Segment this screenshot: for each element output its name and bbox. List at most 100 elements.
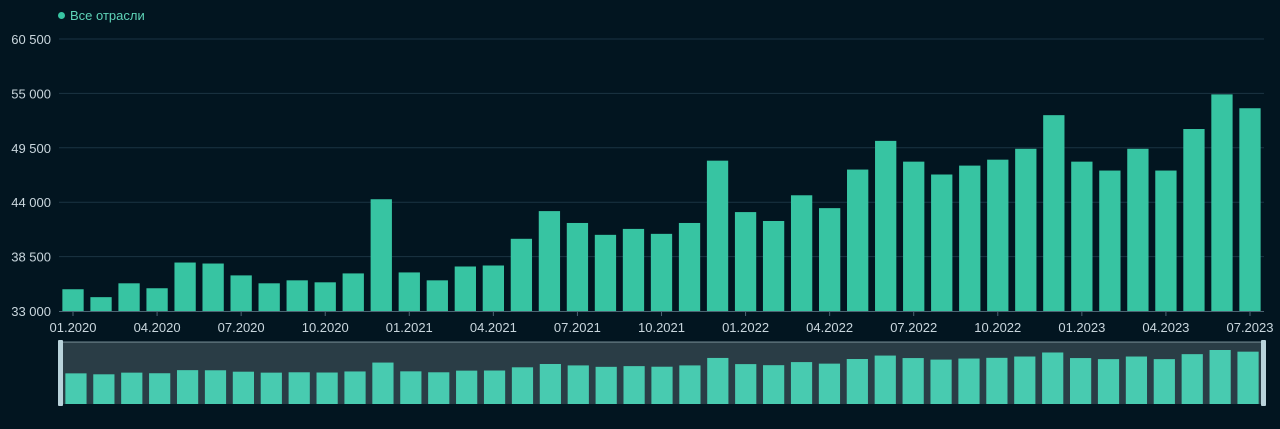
bar[interactable]	[931, 174, 953, 311]
navigator-bar	[456, 370, 478, 404]
x-tick-label: 01.2023	[1058, 320, 1105, 335]
bar[interactable]	[202, 263, 224, 311]
bar[interactable]	[62, 289, 84, 311]
bar[interactable]	[454, 266, 476, 311]
bar[interactable]	[762, 220, 785, 311]
navigator-bar	[316, 372, 338, 404]
bar[interactable]	[342, 273, 364, 311]
x-tick-label: 10.2021	[638, 320, 685, 335]
navigator-bar	[735, 364, 757, 404]
y-tick-label: 55 000	[11, 86, 51, 101]
bar[interactable]	[146, 288, 168, 311]
y-tick-label: 38 500	[11, 250, 51, 265]
x-tick-label: 04.2021	[470, 320, 517, 335]
navigator-bar	[567, 365, 589, 404]
bar[interactable]	[1099, 170, 1121, 311]
navigator-bar	[707, 357, 729, 404]
navigator-bar	[483, 370, 506, 404]
legend[interactable]: Все отрасли	[58, 8, 145, 23]
navigator-bar	[679, 365, 701, 404]
navigator-bar	[930, 359, 952, 404]
bar[interactable]	[987, 159, 1009, 311]
navigator-left-handle[interactable]	[58, 340, 63, 406]
bar[interactable]	[90, 297, 112, 311]
x-tick-label: 07.2022	[890, 320, 937, 335]
bar[interactable]	[118, 283, 140, 311]
navigator-bar	[121, 372, 143, 404]
bar[interactable]	[314, 282, 336, 311]
bar[interactable]	[1127, 148, 1149, 311]
navigator-bar	[93, 374, 115, 404]
bar[interactable]	[903, 161, 925, 311]
x-tick-label: 10.2022	[974, 320, 1021, 335]
navigator-bar	[428, 372, 450, 404]
navigator-bar	[539, 363, 561, 404]
bar[interactable]	[1155, 170, 1177, 311]
y-tick-label: 44 000	[11, 195, 51, 210]
bar[interactable]	[426, 280, 448, 311]
navigator-bar	[372, 362, 394, 404]
bar[interactable]	[482, 265, 505, 311]
navigator-bar	[65, 373, 87, 404]
x-tick-label: 04.2020	[134, 320, 181, 335]
navigator-bar	[902, 358, 924, 404]
bar[interactable]	[286, 280, 308, 311]
x-tick-label: 07.2020	[218, 320, 265, 335]
y-tick-label: 60 500	[11, 32, 51, 47]
navigator-bar	[958, 358, 980, 404]
legend-dot-icon	[58, 12, 65, 19]
bar[interactable]	[875, 140, 897, 311]
bar[interactable]	[1183, 129, 1205, 311]
navigator-bar	[595, 366, 617, 404]
bar[interactable]	[258, 283, 280, 311]
navigator-bar	[260, 372, 282, 404]
navigator-bar	[1237, 351, 1259, 404]
bar[interactable]	[1015, 148, 1037, 311]
bar[interactable]	[1211, 94, 1233, 311]
navigator-bar	[149, 373, 171, 404]
bar[interactable]	[1239, 108, 1261, 312]
bar[interactable]	[566, 222, 589, 311]
navigator-bar	[1070, 358, 1092, 404]
navigator-bar	[818, 363, 841, 404]
bar[interactable]	[818, 208, 841, 311]
navigator-bar	[846, 359, 868, 404]
navigator-bar	[204, 370, 227, 404]
bar[interactable]	[538, 211, 561, 311]
navigator-bar	[790, 362, 813, 404]
x-tick-label: 04.2022	[806, 320, 853, 335]
navigator-bar	[232, 371, 254, 404]
bar[interactable]	[594, 234, 617, 311]
x-tick-label: 01.2021	[386, 320, 433, 335]
bar[interactable]	[370, 199, 392, 311]
navigator-bar	[288, 372, 310, 404]
navigator-bar	[1209, 350, 1231, 404]
bar[interactable]	[622, 228, 645, 311]
bar[interactable]	[1043, 115, 1065, 311]
navigator-bar	[986, 357, 1008, 404]
navigator-bar	[1125, 356, 1148, 404]
bar[interactable]	[510, 238, 533, 311]
bar[interactable]	[230, 275, 252, 311]
bar[interactable]	[959, 165, 981, 311]
bar[interactable]	[706, 160, 729, 311]
y-tick-label: 49 500	[11, 141, 51, 156]
bar[interactable]	[678, 222, 701, 311]
bar[interactable]	[650, 233, 673, 311]
navigator-bar	[1042, 352, 1064, 404]
bar[interactable]	[174, 262, 196, 311]
bar[interactable]	[398, 272, 420, 311]
y-tick-label: 33 000	[11, 304, 51, 319]
bar[interactable]	[734, 212, 757, 311]
bar[interactable]	[790, 195, 813, 311]
navigator-bar	[1153, 359, 1175, 404]
navigator-bar	[874, 355, 896, 404]
navigator-bar	[400, 371, 422, 404]
navigator-bar	[1097, 359, 1120, 404]
x-tick-label: 07.2023	[1226, 320, 1273, 335]
bar[interactable]	[847, 169, 869, 311]
bar[interactable]	[1071, 161, 1093, 311]
navigator-right-handle[interactable]	[1261, 340, 1266, 406]
